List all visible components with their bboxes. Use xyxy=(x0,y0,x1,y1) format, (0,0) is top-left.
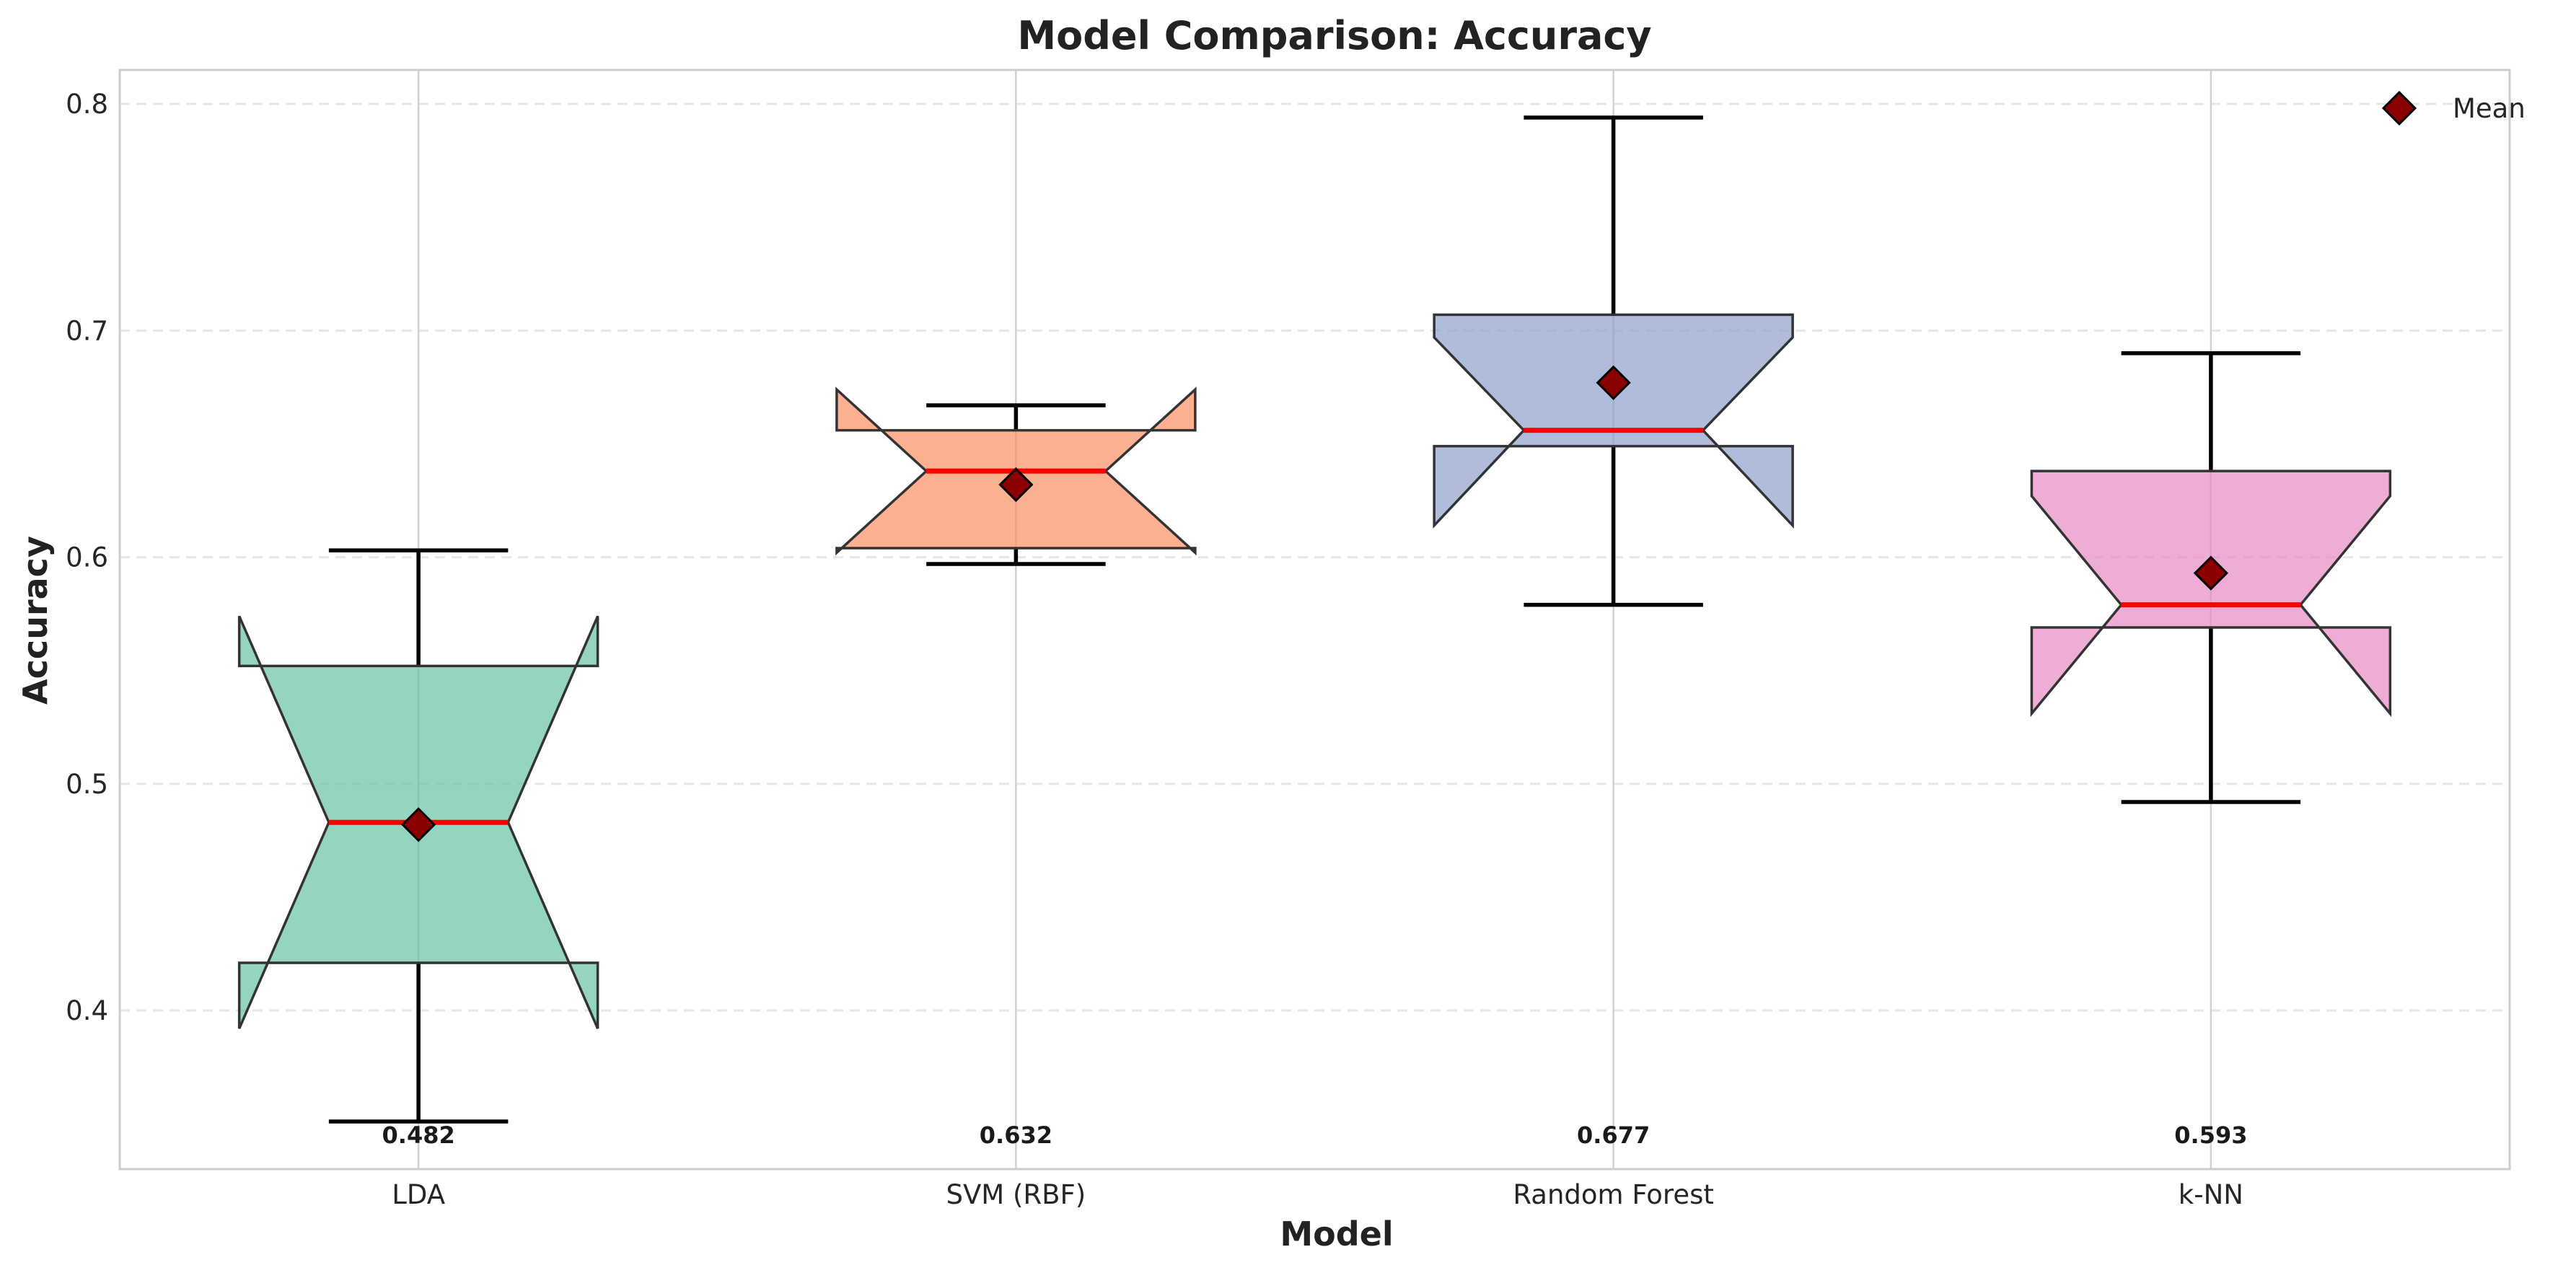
axis-ticks: 0.4 0.5 0.6 0.7 0.8 LDA SVM (RBF) Random Forest… xyxy=(66,89,2243,1210)
mean-marker xyxy=(401,807,436,842)
mean-value-labels: 0.482 0.632 0.677 0.593 xyxy=(382,1121,2248,1149)
mean-value-label: 0.593 xyxy=(2174,1121,2247,1149)
mean-value-label: 0.677 xyxy=(1577,1121,1650,1149)
y-tick-label: 0.8 xyxy=(66,89,108,120)
mean-marker xyxy=(1596,365,1631,400)
box-svm-rbf xyxy=(835,387,1197,566)
box-random-forest xyxy=(1433,115,1794,607)
x-axis-label: Model xyxy=(1280,1215,1393,1253)
y-tick-label: 0.5 xyxy=(66,769,108,800)
box-lda xyxy=(237,548,599,1124)
y-tick-label: 0.7 xyxy=(66,315,108,346)
x-tick-label: Random Forest xyxy=(1513,1179,1714,1210)
legend-label: Mean xyxy=(2453,93,2526,124)
legend: Mean xyxy=(2381,90,2526,126)
legend-mean-marker xyxy=(2381,90,2417,126)
plot-area-frame xyxy=(118,69,2511,1171)
box-series xyxy=(237,115,2392,1124)
x-tick-label: SVM (RBF) xyxy=(946,1179,1086,1210)
notched-box xyxy=(2030,470,2392,718)
mean-value-label: 0.482 xyxy=(382,1121,455,1149)
mean-value-label: 0.632 xyxy=(980,1121,1052,1149)
x-tick-label: LDA xyxy=(392,1179,445,1210)
notched-box xyxy=(1433,313,1794,529)
y-tick-label: 0.6 xyxy=(66,542,108,573)
box-k-nn xyxy=(2030,351,2392,804)
mean-marker xyxy=(998,467,1034,503)
mean-marker xyxy=(2193,555,2229,591)
chart-title: Model Comparison: Accuracy xyxy=(1017,13,1651,58)
x-tick-label: k-NN xyxy=(2179,1179,2243,1210)
y-axis-label: Accuracy xyxy=(16,536,55,705)
y-tick-label: 0.4 xyxy=(66,995,108,1026)
